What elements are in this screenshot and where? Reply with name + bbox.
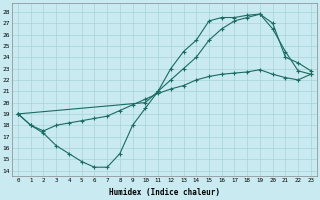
X-axis label: Humidex (Indice chaleur): Humidex (Indice chaleur) [109,188,220,197]
